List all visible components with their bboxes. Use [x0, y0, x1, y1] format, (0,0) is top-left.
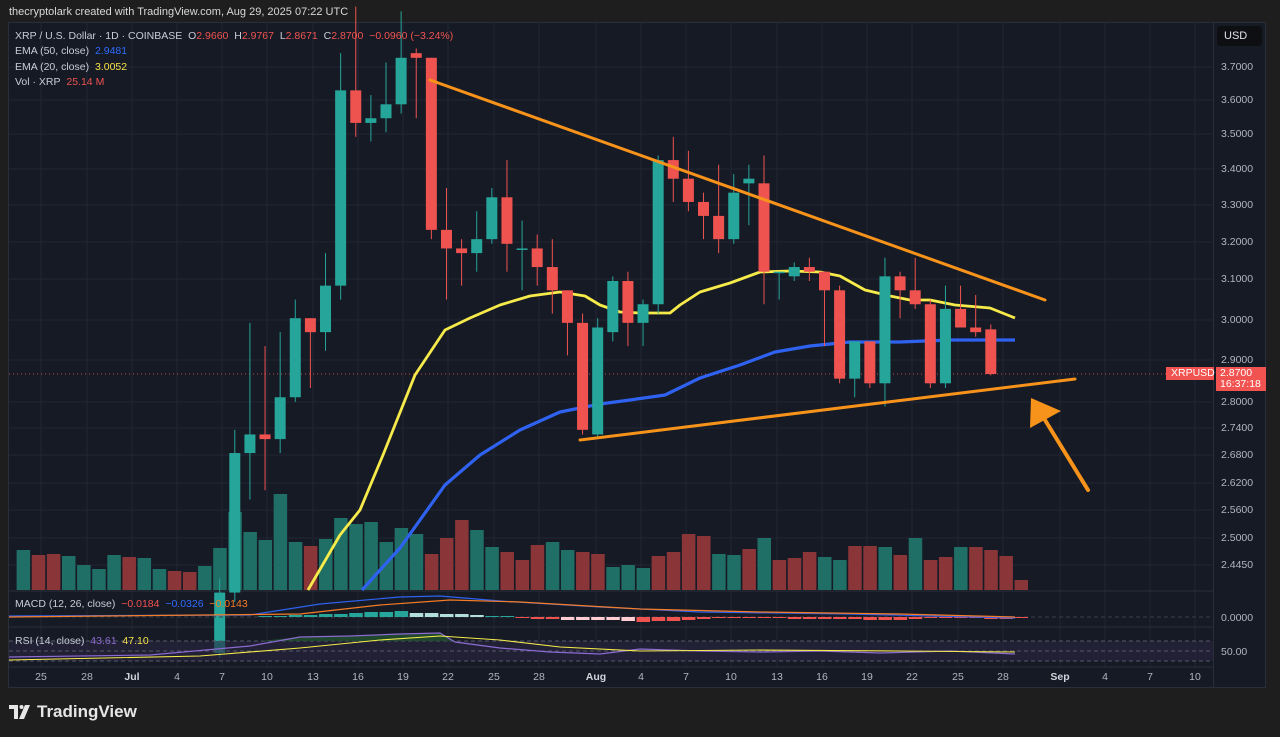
time-tick: 22 [906, 671, 918, 683]
price-tick: 3.4000 [1221, 163, 1254, 175]
time-tick: 28 [997, 671, 1009, 683]
candlesticks [214, 6, 997, 658]
time-tick: 13 [307, 671, 319, 683]
tradingview-logo-icon [9, 705, 30, 719]
time-tick: 4 [1102, 671, 1108, 683]
price-tick: 3.2000 [1221, 236, 1254, 248]
symbol-price-label: XRPUSD [1166, 367, 1215, 380]
close-value: 2.8700 [331, 30, 364, 42]
current-price-label: 2.8700 16:37:18 [1216, 367, 1266, 391]
price-tick: 2.7400 [1221, 422, 1254, 434]
macd-legend[interactable]: MACD (12, 26, close) −0.0184 −0.0326 −0.… [15, 598, 248, 610]
price-axis[interactable] [1214, 22, 1266, 688]
time-tick: 4 [174, 671, 180, 683]
price-tick: 3.0000 [1221, 314, 1254, 326]
ema20-value: 3.0052 [94, 60, 128, 73]
ema50-value: 2.9481 [94, 45, 128, 58]
time-tick: 19 [397, 671, 409, 683]
price-tick: 3.1000 [1221, 273, 1254, 285]
price-tick: 3.7000 [1221, 61, 1254, 73]
ema50-row[interactable]: EMA (50, close) 2.9481 [15, 45, 128, 58]
high-value: 2.9767 [241, 30, 274, 42]
trend-lines [428, 78, 1090, 492]
price-tick: 2.5000 [1221, 532, 1254, 544]
time-tick: 10 [261, 671, 273, 683]
time-tick: 10 [1189, 671, 1201, 683]
time-tick: 16 [816, 671, 828, 683]
volume-value: 25.14 M [66, 75, 105, 88]
price-tick: 2.6200 [1221, 477, 1254, 489]
time-tick: 25 [35, 671, 47, 683]
macd-zero-tick: 0.0000 [1221, 612, 1254, 624]
time-tick: 28 [533, 671, 545, 683]
volume-row[interactable]: Vol · XRP 25.14 M [15, 75, 105, 88]
low-value: 2.8671 [285, 30, 318, 42]
price-tick: 2.9000 [1221, 354, 1254, 366]
chart-legend: XRP / U.S. Dollar · 1D · COINBASE O2.966… [15, 29, 453, 90]
ema-lines [306, 269, 1016, 592]
time-tick: Jul [124, 671, 140, 683]
bar-countdown: 16:37:18 [1220, 378, 1261, 390]
price-tick: 3.6000 [1221, 94, 1254, 106]
time-tick: 19 [861, 671, 873, 683]
tradingview-logo[interactable]: TradingView [9, 702, 137, 722]
time-tick: 7 [1147, 671, 1153, 683]
time-tick: 4 [638, 671, 644, 683]
change-value: −0.0960 (−3.24%) [369, 30, 454, 42]
currency-button[interactable]: USD [1217, 26, 1262, 46]
macd-hist-value: −0.0184 [121, 598, 160, 610]
time-tick: 10 [725, 671, 737, 683]
ohlc-row: XRP / U.S. Dollar · 1D · COINBASE O2.966… [15, 30, 454, 42]
open-value: 2.9660 [196, 30, 229, 42]
time-tick: 13 [771, 671, 783, 683]
indicator-panes [8, 595, 1213, 662]
macd-line-value: −0.0326 [165, 598, 204, 610]
symbol-title[interactable]: XRP / U.S. Dollar · 1D · COINBASE [15, 30, 183, 42]
time-tick: 7 [219, 671, 225, 683]
time-axis[interactable]: 25 28 Jul 4 7 10 13 16 19 22 25 28 Aug 4 7 10 13 16 19 22 25… [9, 668, 1213, 687]
rsi-legend[interactable]: RSI (14, close) 43.61 47.10 [15, 635, 149, 647]
price-tick: 2.4450 [1221, 559, 1254, 571]
time-tick: 7 [683, 671, 689, 683]
rsi-50-tick: 50.00 [1221, 646, 1248, 658]
macd-signal-value: −0.0143 [209, 598, 248, 610]
time-tick: Aug [585, 671, 607, 683]
volume-bars [16, 494, 1029, 590]
time-tick: 28 [81, 671, 93, 683]
time-tick: Sep [1050, 671, 1070, 683]
price-tick: 2.6800 [1221, 449, 1254, 461]
chart-credit: thecryptolark created with TradingView.c… [9, 6, 349, 18]
time-tick: 16 [352, 671, 364, 683]
price-tick: 2.8000 [1221, 396, 1254, 408]
ema20-row[interactable]: EMA (20, close) 3.0052 [15, 60, 128, 73]
time-tick: 25 [488, 671, 500, 683]
price-tick: 2.5600 [1221, 504, 1254, 516]
time-tick: 25 [952, 671, 964, 683]
price-tick: 3.5000 [1221, 128, 1254, 140]
time-tick: 22 [442, 671, 454, 683]
rsi-ma-value: 47.10 [122, 635, 149, 647]
price-tick: 3.3000 [1221, 199, 1254, 211]
rsi-value: 43.61 [90, 635, 117, 647]
